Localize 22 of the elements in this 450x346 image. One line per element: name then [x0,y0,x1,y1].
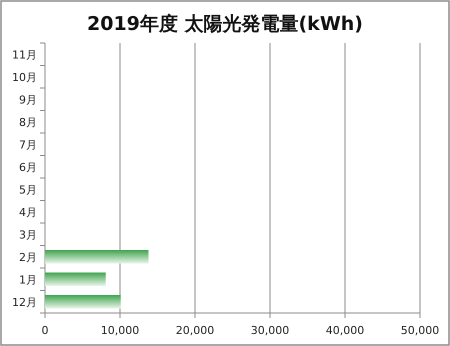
y-tick-label: 6月 [19,160,37,174]
x-tick-label: 10,000 [100,324,140,337]
y-tick-label: 11月 [12,48,37,62]
y-tick-label: 7月 [19,138,37,152]
x-tick-label: 30,000 [250,324,290,337]
y-tick-label: 3月 [19,228,37,242]
y-tick-label: 9月 [19,93,37,106]
bar [45,272,106,286]
y-tick-label: 8月 [19,116,37,129]
y-tick-label: 10月 [12,70,37,84]
y-tick-label: 5月 [19,183,37,196]
x-tick-label: 50,000 [400,324,440,337]
bar [45,250,148,264]
y-tick-label: 12月 [12,296,37,309]
chart-title: 2019年度 太陽光発電量(kWh) [87,13,363,35]
x-tick-label: 0 [42,324,48,337]
x-tick-label: 40,000 [326,324,364,337]
x-tick-label: 20,000 [176,324,214,337]
y-tick-label: 4月 [19,206,37,219]
y-tick-label: 2月 [19,250,37,264]
bar [45,295,121,308]
y-tick-label: 1月 [19,273,37,286]
